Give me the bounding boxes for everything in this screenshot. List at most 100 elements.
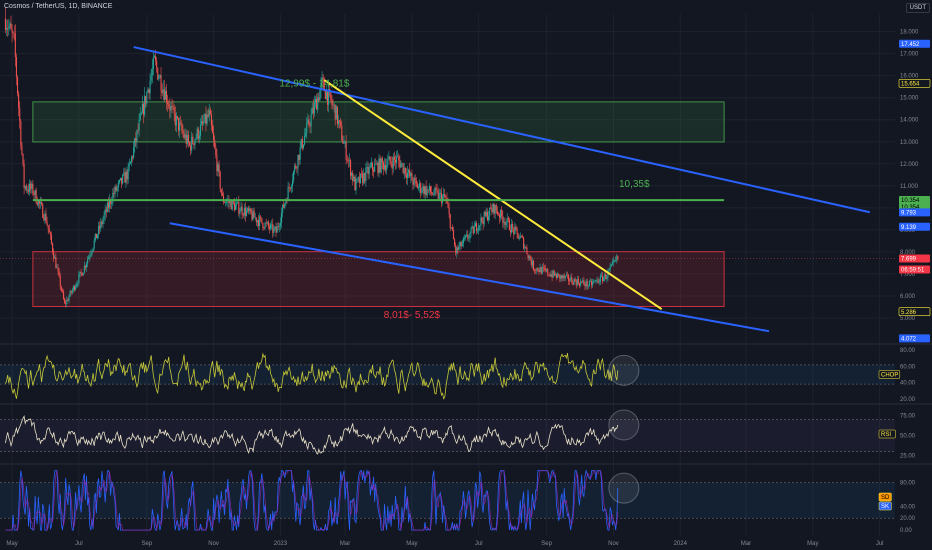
candle-body: [301, 139, 303, 149]
candle-body: [536, 268, 538, 271]
candles: [4, 7, 619, 308]
candle-body: [96, 234, 99, 239]
candle-body: [297, 155, 299, 169]
candle-body: [561, 275, 563, 279]
candle-body: [433, 194, 435, 196]
candle-body: [252, 210, 254, 220]
candle-body: [133, 147, 135, 158]
candle-body: [531, 260, 533, 266]
candle-body: [135, 138, 137, 142]
y-tick-label: 16.000: [900, 74, 919, 80]
candle-body: [454, 239, 456, 246]
candle-body: [240, 206, 242, 212]
candle-body: [13, 32, 15, 34]
price-badge-bg: [899, 334, 930, 343]
candle-body: [254, 217, 256, 219]
candle-body: [609, 266, 611, 270]
candle-body: [452, 230, 455, 240]
candle-body: [392, 156, 394, 169]
candle-body: [413, 177, 415, 185]
candle-body: [500, 209, 502, 218]
candle-body: [221, 192, 223, 196]
candle-body: [241, 206, 243, 215]
candle-body: [594, 280, 596, 282]
candle-body: [273, 228, 275, 233]
pane-tick-label: 75.00: [900, 414, 916, 420]
candle-body: [316, 99, 318, 110]
candle-body: [213, 133, 215, 140]
candle-body: [451, 227, 453, 231]
candle-body: [126, 171, 128, 180]
candle-body: [540, 267, 542, 274]
candle-body: [10, 23, 12, 29]
candle-body: [266, 222, 268, 224]
candle-body: [348, 160, 351, 161]
candle-body: [571, 277, 573, 283]
candle-body: [530, 260, 532, 266]
candle-body: [155, 56, 157, 61]
candle-body: [438, 192, 440, 199]
candle-body: [66, 299, 68, 305]
candle-body: [78, 274, 80, 284]
candle-body: [127, 166, 129, 180]
candle-body: [440, 192, 443, 203]
candle-body: [110, 199, 112, 204]
candle-body: [574, 279, 576, 281]
currency-badge[interactable]: USDT: [905, 3, 930, 13]
annotation-label-0: 12,99$ - 14,81$: [279, 79, 349, 90]
candle-body: [121, 177, 123, 184]
candle-body: [347, 160, 349, 162]
candle-body: [595, 280, 597, 281]
candle-body: [474, 223, 476, 227]
candle-body: [294, 165, 296, 172]
y-tick-label: 11.000: [900, 184, 919, 190]
candle-body: [123, 172, 125, 175]
candle-body: [144, 95, 146, 115]
candle-body: [29, 183, 31, 192]
candle-body: [425, 186, 427, 195]
candle-body: [207, 114, 209, 117]
price-badge-bg: [899, 196, 930, 205]
candle-body: [192, 136, 194, 144]
candle-body: [291, 180, 294, 187]
candle-body: [399, 160, 401, 168]
candle-body: [391, 163, 393, 169]
candle-body: [463, 237, 466, 239]
candle-body: [501, 209, 503, 217]
candle-body: [79, 271, 81, 275]
candle-body: [547, 269, 549, 275]
candle-body: [498, 214, 501, 218]
candle-body: [419, 183, 421, 187]
candle-body: [67, 299, 69, 301]
candle-body: [380, 158, 382, 173]
x-tick-label: Jul: [75, 541, 83, 547]
candle-body: [449, 214, 451, 229]
candle-body: [253, 210, 255, 218]
candle-body: [302, 144, 304, 149]
candle-body: [340, 121, 342, 126]
annotation-label-2: 8,01$- 5,52$: [384, 310, 441, 321]
candle-body: [575, 280, 577, 286]
candle-body: [231, 200, 233, 210]
candle-body: [388, 156, 390, 160]
candle-body: [152, 57, 154, 70]
candle-body: [465, 235, 467, 238]
candle-body: [420, 183, 422, 193]
candle-body: [376, 162, 378, 165]
candle-body: [242, 214, 244, 216]
candle-body: [278, 226, 280, 227]
candle-body: [158, 77, 160, 80]
candle-body: [275, 226, 277, 233]
candle-body: [580, 281, 582, 286]
candle-body: [175, 116, 177, 126]
x-tick-label: Jul: [876, 541, 884, 547]
x-tick-label: Nov: [208, 541, 219, 547]
candle-body: [397, 156, 399, 157]
candle-body: [272, 223, 274, 233]
candle-body: [435, 187, 437, 190]
price-badge-bg: [899, 222, 930, 231]
candle-body: [379, 158, 381, 173]
candle-body: [68, 296, 70, 301]
x-tick-label: Nov: [608, 541, 619, 547]
